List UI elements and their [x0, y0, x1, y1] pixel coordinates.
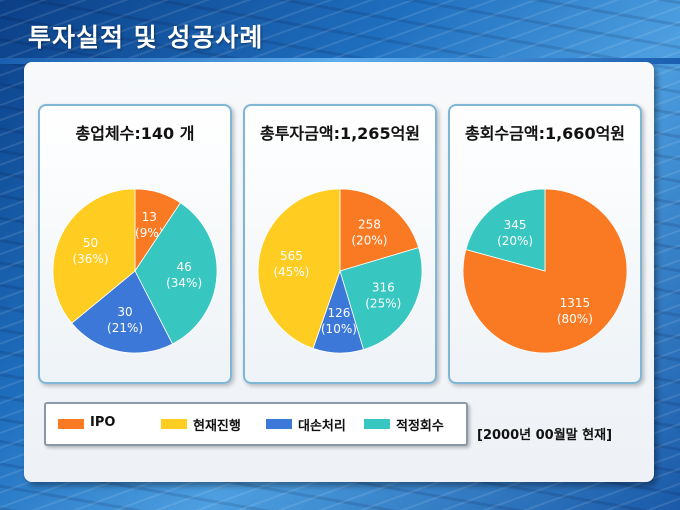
legend-swatch: [161, 419, 187, 429]
slice-percent-label: (34%): [166, 276, 202, 290]
slice-percent-label: (20%): [351, 234, 387, 248]
date-note: [2000년 00월말 현재]: [477, 428, 613, 443]
pie-slice-ongoing: [52, 188, 136, 324]
slice-value-label: 30: [117, 305, 132, 319]
slice-percent-label: (10%): [321, 322, 357, 336]
pie-chart-companies: 13 (9%) 46 (34%) 30 (21%) 50 (36%): [52, 188, 218, 354]
legend-label: 적정회수: [396, 419, 444, 434]
pie-slice-liquidation: [134, 202, 218, 345]
slice-percent-label: (9%): [135, 226, 163, 240]
chart-card-companies: 총업체수:140 개 13 (9%) 46 (34%) 30 (21%) 50 (36%): [38, 104, 232, 384]
legend-swatch: [364, 419, 390, 429]
slice-percent-label: (21%): [107, 321, 143, 335]
title-divider: [0, 58, 680, 64]
chart-card-investment: 총투자금액:1,265억원 258 (20%) 316 (25%) 126 (10%) 56…: [243, 104, 437, 384]
pie-chart-investment: 258 (20%) 316 (25%) 126 (10%) 565 (45%): [257, 188, 423, 354]
slice-value-label: 13: [142, 210, 157, 224]
chart-legend: IPO 현재진행 대손처리 적정회수: [44, 402, 468, 446]
page-title: 투자실적 및 성공사례: [28, 23, 264, 52]
legend-label: 대손처리: [298, 419, 346, 434]
slice-value-label: 1315: [560, 296, 591, 310]
pie-slice-ipo: [462, 188, 628, 354]
legend-label: 현재진행: [193, 419, 241, 434]
slice-percent-label: (20%): [497, 234, 533, 248]
slice-percent-label: (45%): [273, 265, 309, 279]
chart-title: 총회수금액:1,660억원: [464, 124, 626, 143]
slice-value-label: 126: [327, 306, 350, 320]
slice-value-label: 258: [358, 218, 381, 232]
slice-percent-label: (36%): [72, 252, 108, 266]
chart-title: 총투자금액:1,265억원: [259, 124, 421, 143]
slice-percent-label: (80%): [557, 312, 593, 326]
legend-label: IPO: [90, 415, 116, 430]
legend-swatch: [58, 419, 84, 429]
slice-value-label: 316: [372, 280, 395, 294]
slice-value-label: 565: [280, 249, 303, 263]
pie-slice-liquidation: [465, 188, 546, 272]
pie-slice-liquidation: [339, 247, 423, 351]
pie-slice-ongoing: [257, 188, 341, 349]
legend-swatch: [266, 419, 292, 429]
slice-percent-label: (25%): [365, 296, 401, 310]
slice-value-label: 50: [83, 236, 98, 250]
slice-value-label: 46: [176, 260, 191, 274]
chart-title: 총업체수:140 개: [75, 124, 195, 143]
slice-value-label: 345: [504, 218, 527, 232]
pie-slice-ipo: [339, 188, 420, 272]
chart-card-recovery: 총회수금액:1,660억원 1315 (80%) 345 (20%): [448, 104, 642, 384]
pie-slice-exit: [71, 270, 174, 354]
pie-chart-recovery: 1315 (80%) 345 (20%): [462, 188, 628, 354]
